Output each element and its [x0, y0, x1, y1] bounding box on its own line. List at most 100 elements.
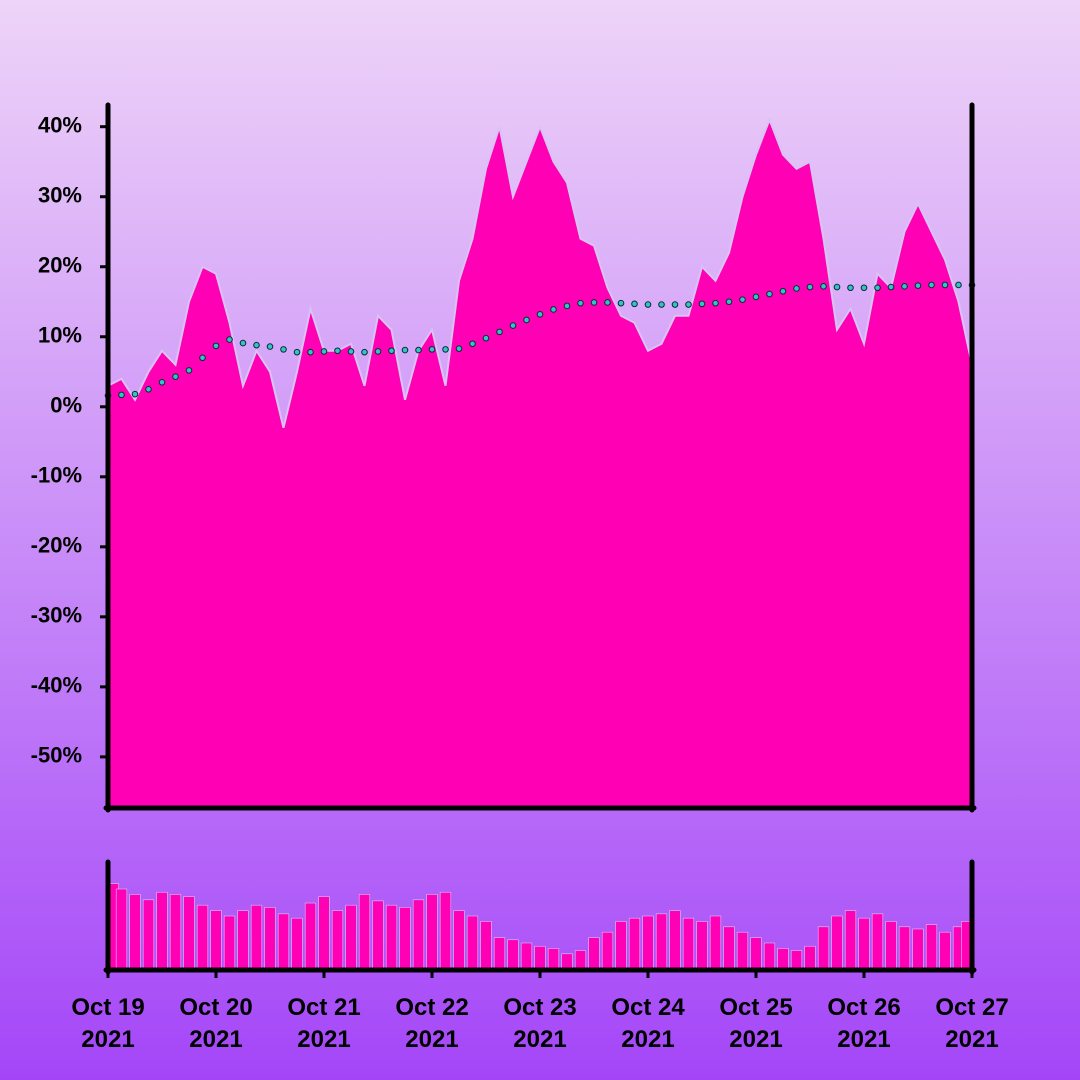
moving-average-dot	[590, 299, 598, 306]
moving-average-dot	[131, 390, 139, 398]
moving-average-dot	[793, 285, 800, 292]
moving-average-dot	[860, 284, 868, 292]
x-tick-label: Oct 23 2021	[503, 994, 577, 1053]
moving-average-dot	[280, 346, 287, 353]
moving-average-dot	[631, 300, 638, 308]
volume-bar	[844, 910, 857, 971]
volume-bar	[142, 899, 155, 971]
volume-bar	[831, 915, 843, 971]
moving-average-dot	[158, 378, 166, 386]
volume-bar	[453, 910, 465, 971]
x-tick-label: Oct 26 2021	[827, 994, 901, 1053]
volume-bar	[871, 913, 884, 971]
volume-bar	[210, 910, 222, 971]
volume-bar	[534, 945, 546, 971]
x-tick-label: Oct 19 2021	[71, 994, 145, 1053]
moving-average-dot	[185, 367, 193, 374]
volume-bar	[466, 915, 479, 971]
volume-bar	[858, 917, 870, 971]
moving-average-dot	[874, 284, 881, 292]
volume-bar	[129, 894, 141, 971]
moving-average-dot	[226, 336, 233, 343]
volume-bar	[669, 910, 681, 971]
volume-bar	[318, 896, 330, 971]
moving-average-dot	[752, 293, 760, 301]
y-tick-label: 20%	[38, 253, 82, 278]
moving-average-dot	[955, 281, 962, 289]
moving-average-dot	[509, 322, 517, 329]
volume-bar	[439, 891, 452, 971]
y-tick-label: -40%	[31, 673, 82, 698]
volume-bar	[493, 937, 506, 971]
volume-bar	[237, 910, 249, 971]
volume-bar	[709, 915, 722, 971]
volume-bar	[304, 902, 317, 971]
y-tick-label: 10%	[38, 323, 82, 348]
y-tick-label: -20%	[31, 533, 82, 558]
volume-bar	[372, 900, 384, 971]
moving-average-dot	[914, 282, 922, 289]
volume-bar	[642, 915, 654, 971]
y-tick-label: 40%	[38, 113, 82, 138]
y-tick-label: 0%	[50, 393, 82, 418]
volume-bar	[615, 921, 627, 971]
volume-bar	[547, 948, 560, 971]
moving-average-dot	[118, 391, 125, 399]
volume-bar	[912, 928, 924, 971]
volume-bar	[939, 931, 951, 971]
volume-bar	[345, 904, 357, 971]
volume-bar	[790, 950, 803, 971]
volume-bar	[250, 904, 263, 971]
x-tick-label: Oct 22 2021	[395, 994, 469, 1053]
x-tick-label: Oct 21 2021	[287, 994, 361, 1053]
volume-bar	[507, 939, 519, 971]
moving-average-dot	[887, 283, 895, 291]
moving-average-dot	[415, 346, 422, 354]
moving-average-dot	[388, 347, 395, 355]
moving-average-dot	[806, 283, 814, 291]
moving-average-dot	[658, 301, 665, 308]
volume-bar	[777, 948, 789, 971]
volume-bar	[885, 921, 897, 971]
moving-average-dot	[847, 284, 854, 292]
moving-average-dot	[266, 343, 274, 350]
moving-average-dot	[442, 346, 449, 353]
moving-average-dot	[644, 301, 652, 308]
volume-bar	[277, 913, 290, 971]
moving-average-dot	[712, 299, 719, 307]
moving-average-dot	[820, 283, 827, 290]
y-tick-label: -30%	[31, 603, 82, 628]
volume-bar	[223, 915, 236, 971]
volume-bar	[682, 917, 695, 971]
volume-bar	[588, 937, 600, 971]
moving-average-dot	[320, 348, 328, 355]
moving-average-dot	[239, 339, 247, 347]
moving-average-dot	[577, 299, 584, 307]
y-tick-label: -10%	[31, 463, 82, 488]
moving-average-dot	[212, 342, 220, 350]
volume-bar	[426, 894, 438, 971]
moving-average-dot	[901, 283, 908, 290]
y-tick-label: -50%	[31, 743, 82, 768]
volume-bar	[480, 921, 492, 971]
moving-average-dot	[698, 300, 706, 308]
volume-bar	[412, 899, 425, 971]
volume-bar	[655, 913, 668, 971]
moving-average-dot	[361, 348, 368, 356]
moving-average-dot	[482, 334, 490, 342]
volume-bar	[763, 942, 776, 971]
x-tick-label: Oct 27 2021	[935, 994, 1009, 1053]
moving-average-dot	[941, 281, 949, 289]
volume-bar	[574, 950, 587, 971]
volume-bar	[696, 921, 708, 971]
volume-bar	[385, 904, 398, 971]
moving-average-dot	[536, 311, 544, 318]
volume-bar	[196, 904, 209, 971]
moving-average-dot	[550, 306, 557, 313]
moving-average-dot	[199, 354, 206, 362]
moving-average-dot	[725, 298, 733, 306]
moving-average-dot	[766, 290, 773, 298]
volume-bar	[628, 917, 641, 971]
moving-average-dot	[563, 302, 571, 310]
